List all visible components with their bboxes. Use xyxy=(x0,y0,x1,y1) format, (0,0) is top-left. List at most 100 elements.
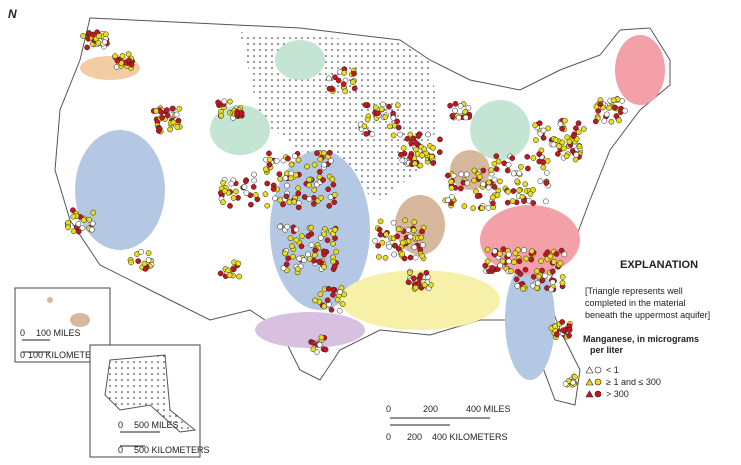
sample-point xyxy=(530,187,536,193)
sample-point xyxy=(461,203,468,209)
sample-point xyxy=(497,251,503,257)
sample-point xyxy=(423,269,430,276)
legend-title: per liter xyxy=(590,345,624,355)
sample-point xyxy=(312,247,319,254)
sample-point xyxy=(70,228,77,235)
legend-circle xyxy=(594,378,602,386)
sample-point xyxy=(511,259,517,265)
sample-point xyxy=(95,40,102,46)
sample-point xyxy=(517,271,524,277)
sample-point xyxy=(332,74,338,81)
sample-point xyxy=(153,108,159,114)
sample-point xyxy=(405,279,412,286)
sample-point xyxy=(570,133,577,140)
sample-point xyxy=(592,118,599,125)
sample-point xyxy=(326,75,332,82)
sample-point xyxy=(135,258,142,264)
sample-point xyxy=(378,106,385,112)
sample-point xyxy=(80,33,86,39)
sample-point xyxy=(289,243,295,250)
sample-point xyxy=(170,119,177,126)
sample-point xyxy=(330,240,336,247)
sample-point xyxy=(321,231,328,238)
sample-point xyxy=(493,153,500,159)
sample-point xyxy=(395,226,402,232)
sample-point xyxy=(407,131,414,138)
sample-point xyxy=(534,285,540,291)
sample-point xyxy=(566,138,573,145)
scale-label: 400 KILOMETERS xyxy=(432,432,508,442)
scale-label: 0 xyxy=(118,420,123,430)
sample-point xyxy=(125,51,132,57)
sample-point xyxy=(173,111,180,118)
sample-point xyxy=(457,103,464,109)
sample-point xyxy=(490,200,496,207)
sample-point xyxy=(361,123,368,130)
sample-point xyxy=(528,248,535,255)
sample-point xyxy=(504,167,511,174)
sample-point xyxy=(332,191,338,198)
sample-point xyxy=(415,133,422,140)
sample-point xyxy=(311,161,318,168)
sample-point xyxy=(510,188,517,194)
sample-point xyxy=(559,139,566,146)
sample-point xyxy=(556,143,562,150)
sample-point xyxy=(142,265,149,272)
sample-point xyxy=(534,280,541,287)
sample-point xyxy=(559,125,565,132)
sample-point xyxy=(375,110,381,117)
sample-point xyxy=(96,33,102,39)
sample-point xyxy=(306,196,313,202)
sample-point xyxy=(521,198,527,204)
sample-point xyxy=(331,263,338,270)
sample-point xyxy=(421,282,428,288)
sample-point xyxy=(390,219,397,226)
sample-point xyxy=(514,178,521,185)
sample-point xyxy=(458,171,465,178)
sample-point xyxy=(383,231,390,238)
sample-point xyxy=(267,156,273,163)
sample-point xyxy=(529,282,536,289)
sample-point xyxy=(494,192,501,199)
sample-point xyxy=(538,258,544,265)
sample-point xyxy=(284,223,291,230)
sample-point xyxy=(612,104,618,111)
sample-point xyxy=(324,237,331,244)
sample-point xyxy=(364,116,371,123)
sample-point xyxy=(311,257,317,264)
note: completed in the material xyxy=(585,298,686,308)
sample-point xyxy=(418,234,425,241)
sample-point xyxy=(382,254,389,261)
sample-point xyxy=(176,105,183,112)
sample-point xyxy=(597,101,604,108)
sample-point xyxy=(293,237,300,244)
sample-point xyxy=(75,228,82,235)
sample-point xyxy=(549,268,556,275)
sample-point xyxy=(405,227,412,233)
sample-point xyxy=(272,195,278,202)
sample-point xyxy=(559,319,566,325)
sample-point xyxy=(561,251,568,258)
sample-point xyxy=(505,251,512,258)
sample-point xyxy=(372,237,378,244)
sample-point xyxy=(325,285,332,292)
sample-point xyxy=(375,242,381,249)
sample-point xyxy=(169,105,176,112)
sample-point xyxy=(549,279,556,285)
sample-point xyxy=(70,207,76,214)
legend-title: Manganese, in micrograms xyxy=(583,334,699,344)
sample-point xyxy=(295,190,302,197)
sample-point xyxy=(491,184,498,190)
sample-point xyxy=(484,258,491,265)
sample-point xyxy=(553,251,560,257)
sample-point xyxy=(221,188,228,194)
sample-point xyxy=(510,170,517,177)
sample-point xyxy=(534,268,540,274)
sample-point xyxy=(285,155,291,162)
sample-point xyxy=(517,163,524,170)
sample-point xyxy=(250,184,257,190)
sample-point xyxy=(327,194,334,200)
sample-point xyxy=(295,204,302,211)
sample-point xyxy=(576,143,583,150)
sample-point xyxy=(316,168,323,175)
